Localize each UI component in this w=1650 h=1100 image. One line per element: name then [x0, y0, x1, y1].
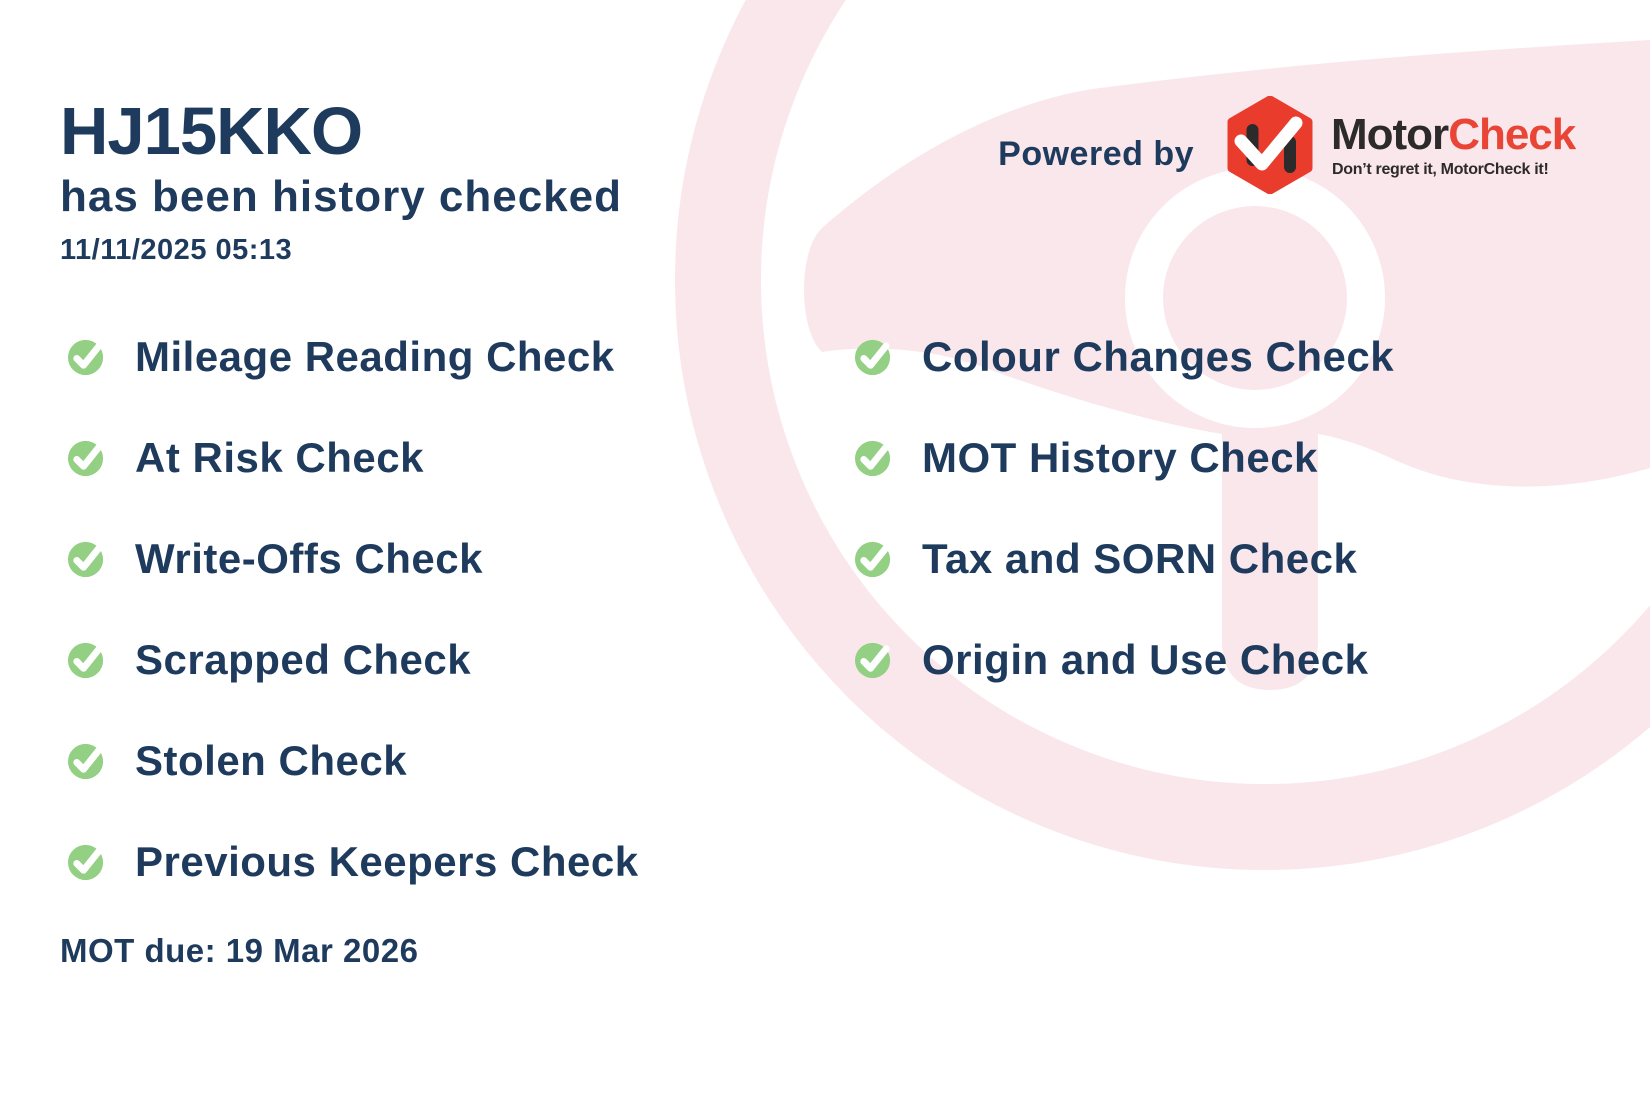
list-item: Write-Offs Check	[67, 508, 639, 609]
check-circle-icon	[854, 642, 891, 679]
check-circle-icon	[854, 339, 891, 376]
list-item: Mileage Reading Check	[67, 306, 639, 407]
list-item: Previous Keepers Check	[67, 811, 639, 912]
check-circle-icon	[67, 440, 104, 477]
list-item: Tax and SORN Check	[854, 508, 1394, 609]
check-item-label: MOT History Check	[922, 433, 1318, 481]
check-circle-icon	[854, 440, 891, 477]
list-item: Scrapped Check	[67, 609, 639, 710]
check-item-label: Scrapped Check	[135, 635, 472, 683]
check-timestamp: 11/11/2025 05:13	[60, 234, 293, 266]
page-title: HJ15KKO	[60, 94, 363, 169]
brand-name: MotorCheck	[1331, 110, 1576, 159]
powered-by-label: Powered by	[998, 135, 1194, 173]
list-item: Origin and Use Check	[854, 609, 1394, 710]
check-item-label: Mileage Reading Check	[135, 332, 615, 380]
check-item-label: Origin and Use Check	[922, 635, 1369, 683]
check-list-left: Mileage Reading Check At Risk Check Writ…	[67, 306, 639, 912]
check-circle-icon	[67, 743, 104, 780]
brand-name-motor: Motor	[1331, 110, 1449, 159]
check-item-label: Write-Offs Check	[135, 534, 483, 582]
brand-tagline: Don’t regret it, MotorCheck it!	[1332, 161, 1549, 178]
mot-due-label: MOT due: 19 Mar 2026	[60, 932, 419, 969]
brand-name-check: Check	[1448, 110, 1576, 159]
list-item: Stolen Check	[67, 710, 639, 811]
check-item-label: Tax and SORN Check	[922, 534, 1358, 582]
check-circle-icon	[67, 642, 104, 679]
list-item: Colour Changes Check	[854, 306, 1394, 407]
check-item-label: Previous Keepers Check	[135, 837, 639, 885]
check-item-label: Colour Changes Check	[922, 332, 1395, 380]
list-item: At Risk Check	[67, 407, 639, 508]
check-circle-icon	[854, 541, 891, 578]
check-circle-icon	[67, 844, 104, 881]
check-item-label: At Risk Check	[135, 433, 424, 481]
page-subtitle: has been history checked	[60, 172, 622, 221]
check-item-label: Stolen Check	[135, 736, 408, 784]
check-circle-icon	[67, 541, 104, 578]
check-circle-icon	[67, 339, 104, 376]
list-item: MOT History Check	[854, 407, 1394, 508]
check-list-right: Colour Changes Check MOT History Check T…	[854, 306, 1394, 710]
title-block: HJ15KKO has been history checked 11/11/2…	[60, 98, 622, 265]
motorcheck-logo-icon	[1227, 96, 1313, 194]
